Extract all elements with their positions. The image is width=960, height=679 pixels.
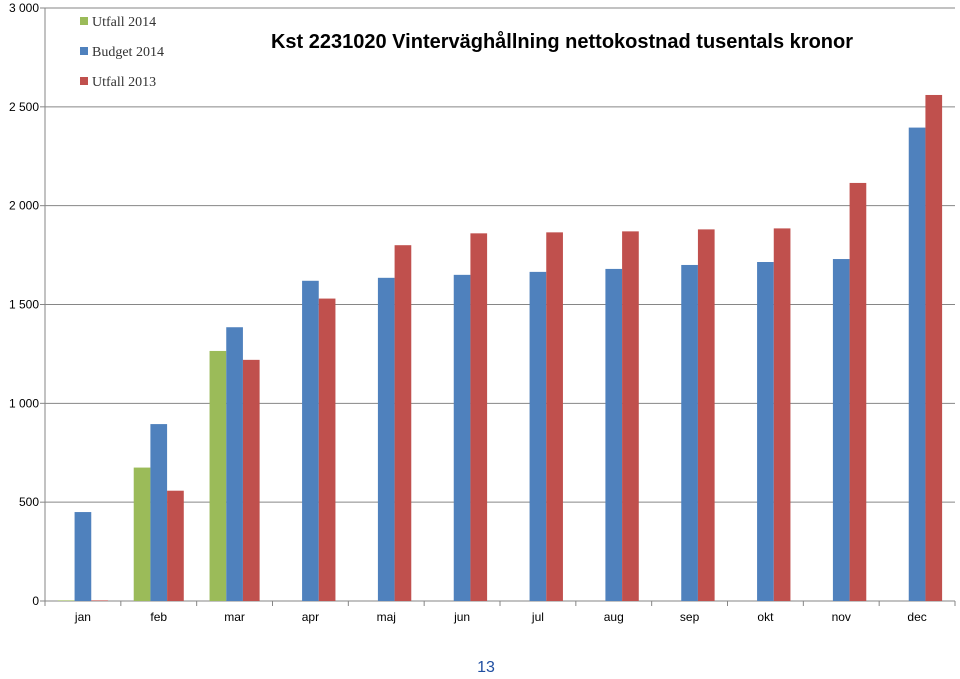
x-tick-label: okt: [757, 610, 774, 624]
bar: [74, 512, 92, 601]
bar: [622, 231, 639, 601]
x-tick-label: apr: [302, 610, 319, 624]
x-tick-label: nov: [832, 610, 851, 624]
bars: [57, 94, 943, 602]
bar: [908, 127, 926, 602]
legend-label: Utfall 2013: [92, 75, 156, 90]
x-tick-label: feb: [150, 610, 167, 624]
bar: [832, 259, 850, 601]
bar: [91, 600, 108, 601]
bar: [226, 327, 243, 601]
legend: Utfall 2014 Budget 2014 Utfall 2013: [80, 15, 164, 90]
bar: [757, 262, 774, 601]
bar: [377, 277, 395, 601]
bar: [453, 274, 471, 601]
bar: [167, 490, 184, 601]
x-tick-label: sep: [680, 610, 700, 624]
y-tick-label: 500: [19, 495, 39, 509]
bar: [302, 280, 319, 601]
x-tick-labels: jan feb mar apr maj jun jul aug sep okt nov dec: [44, 601, 956, 624]
gridlines: [45, 7, 955, 503]
y-tick-label: 1 500: [9, 298, 39, 312]
y-tick-label: 2 000: [9, 199, 39, 213]
bar: [773, 228, 791, 602]
y-tick-labels: 0 500 1 000 1 500 2 000 2 500 3 000: [9, 1, 45, 608]
legend-label: Budget 2014: [92, 45, 164, 60]
page-number: 13: [477, 659, 495, 676]
x-tick-label: aug: [604, 610, 624, 624]
legend-swatch: [80, 47, 88, 55]
x-tick-label: jun: [453, 610, 470, 624]
chart-title: Kst 2231020 Vinterväghållning nettokostn…: [271, 30, 853, 53]
bar: [394, 245, 412, 601]
y-tick-label: 0: [32, 594, 39, 608]
y-tick-label: 3 000: [9, 1, 39, 15]
bar: [681, 264, 698, 601]
x-tick-label: jul: [531, 610, 544, 624]
bar: [57, 600, 75, 601]
bar: [546, 232, 563, 601]
bar: [849, 182, 867, 601]
bar: [605, 268, 623, 601]
bar: [209, 350, 227, 601]
bar: [318, 298, 336, 601]
bar: [697, 229, 715, 602]
bar: [529, 271, 547, 601]
legend-swatch: [80, 77, 88, 85]
bar: [470, 233, 488, 601]
bar: [242, 359, 260, 601]
y-tick-label: 2 500: [9, 100, 39, 114]
x-tick-label: maj: [377, 610, 396, 624]
bar: [925, 94, 943, 602]
y-tick-label: 1 000: [9, 396, 39, 410]
x-tick-label: mar: [224, 610, 245, 624]
legend-swatch: [80, 17, 88, 25]
legend-label: Utfall 2014: [92, 15, 156, 30]
x-tick-label: dec: [907, 610, 926, 624]
bar: [150, 424, 168, 601]
bar: [133, 467, 151, 601]
x-tick-label: jan: [74, 610, 91, 624]
